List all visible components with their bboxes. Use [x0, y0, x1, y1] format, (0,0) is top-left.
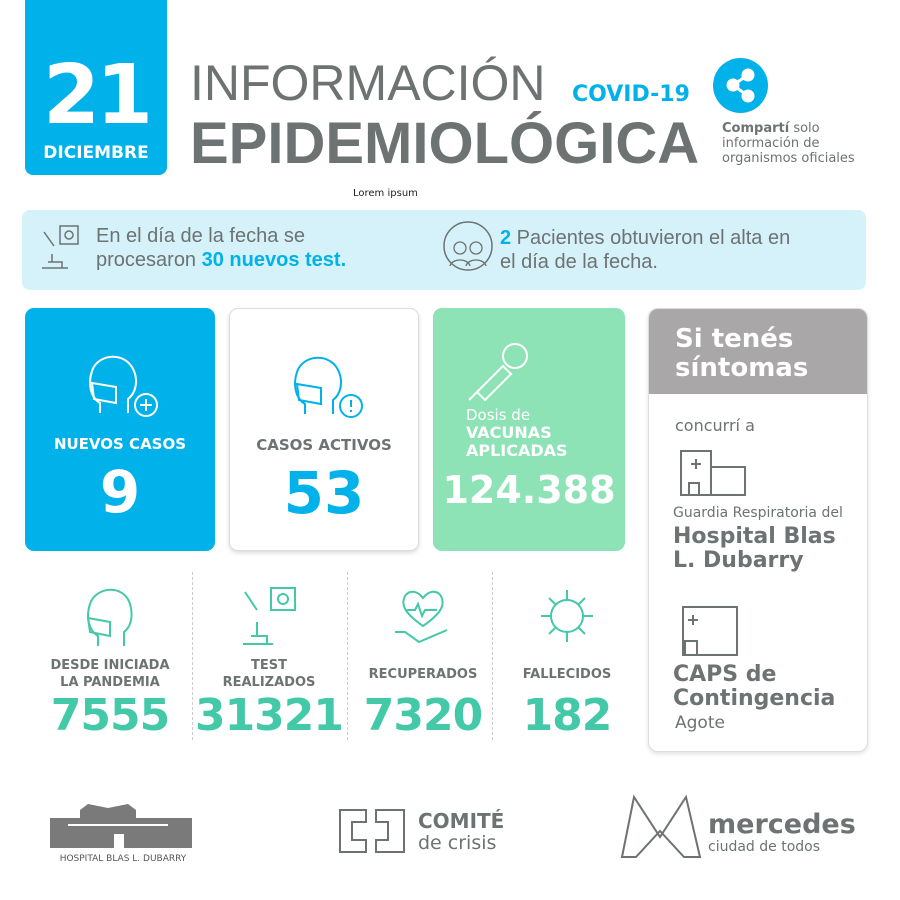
hospital-logo-icon	[50, 804, 192, 848]
place2-line3: Agote	[675, 713, 725, 733]
discharged-line1: Pacientes obtuvieron el alta en	[511, 227, 791, 249]
stat-label: LA PANDEMIA	[60, 675, 160, 690]
panel-go: concurrí a	[675, 416, 755, 435]
comite-b: de crisis	[418, 832, 497, 854]
microscope-icon	[243, 587, 296, 645]
comite-logo: COMITÉ de crisis	[336, 808, 504, 858]
card-casos-activos: CASOS ACTIVOS 53	[229, 308, 419, 551]
place2-line2: Contingencia	[673, 686, 836, 711]
title-line1: INFORMACIÓN	[190, 55, 546, 111]
card-nuevos-casos: NUEVOS CASOS 9	[25, 308, 215, 551]
heart-hand-icon	[395, 590, 448, 644]
share-note-line2: información de	[722, 136, 820, 151]
covid-tag: COVID-19	[572, 82, 690, 107]
tests-line2: procesaron	[96, 249, 202, 271]
date-day: 21	[42, 48, 153, 143]
masked-face-plus-icon	[89, 355, 158, 417]
stat-label: REALIZADOS	[222, 675, 316, 690]
discharged-line2: el día de la fecha.	[500, 251, 658, 273]
share-icon[interactable]	[713, 58, 768, 113]
card-label: NUEVOS CASOS	[53, 435, 187, 453]
card-vacunas: Dosis de VACUNAS APLICADAS 124.388	[433, 308, 625, 551]
share-note-line3: organismos oficiales	[722, 151, 855, 166]
stat-value: 31321	[194, 690, 344, 741]
panel-title-b: síntomas	[675, 353, 809, 383]
panel-title-a: Si tenés	[675, 324, 794, 354]
stat-label: RECUPERADOS	[368, 666, 478, 682]
syringe-virus-icon	[468, 343, 528, 402]
panel-header: Si tenés síntomas	[649, 309, 867, 394]
comite-logo-icon	[339, 809, 405, 853]
card-value: 53	[283, 459, 365, 527]
hospital-building-icon	[680, 450, 746, 496]
tests-highlight: 30 nuevos test.	[201, 249, 347, 271]
symptoms-panel: Si tenés síntomas concurrí a Guardia Resp…	[648, 308, 868, 752]
share-note-rest: solo	[789, 121, 820, 136]
mercedes-b: ciudad de todos	[708, 839, 821, 855]
divider	[492, 572, 493, 740]
discharged-count: 2	[500, 227, 512, 249]
summary-band: En el día de la fecha se procesaron 30 n…	[22, 210, 866, 290]
patients-icon	[443, 221, 493, 271]
date-badge: 21 DICIEMBRE	[25, 0, 167, 175]
microscope-icon	[42, 225, 79, 269]
share-note-bold: Compartí	[722, 121, 790, 136]
card-label-b: VACUNAS	[466, 423, 552, 442]
comite-a: COMITÉ	[418, 809, 505, 833]
stat-value: 7320	[363, 690, 483, 741]
card-label: CASOS ACTIVOS	[256, 436, 392, 454]
card-label-a: Dosis de	[466, 406, 531, 424]
date-month: DICIEMBRE	[43, 143, 149, 163]
divider	[192, 572, 193, 740]
lorem-text: Lorem ipsum	[353, 188, 418, 199]
stat-value: 182	[522, 690, 613, 741]
caps-building-icon	[682, 606, 738, 656]
card-value: 9	[99, 458, 141, 526]
tests-line1: En el día de la fecha se	[96, 225, 306, 247]
card-label-c: APLICADAS	[466, 441, 568, 460]
mercedes-logo-icon	[620, 794, 702, 858]
divider	[347, 572, 348, 740]
stat-label: DESDE INICIADA	[50, 658, 170, 673]
share-note: Compartí solo información de organismos …	[722, 121, 855, 166]
hospital-logo: HOSPITAL BLAS L. DUBARRY	[48, 800, 198, 864]
masked-face-alert-icon	[294, 356, 363, 418]
stat-value: 7555	[50, 690, 170, 741]
stat-label: TEST	[251, 658, 287, 673]
mercedes-logo: mercedes ciudad de todos	[620, 794, 856, 863]
place1-line3: L. Dubarry	[673, 548, 804, 573]
place2-line1: CAPS de	[673, 662, 777, 687]
virus-icon	[541, 590, 593, 642]
masked-face-icon	[86, 588, 133, 646]
title-line2: EPIDEMIOLÓGICA	[190, 111, 700, 176]
place1-line2: Hospital Blas	[673, 524, 836, 549]
card-value: 124.388	[442, 468, 616, 512]
stat-label: FALLECIDOS	[522, 666, 612, 682]
mercedes-a: mercedes	[708, 809, 856, 840]
place1-line1: Guardia Respiratoria del	[673, 505, 843, 521]
hospital-logo-text: HOSPITAL BLAS L. DUBARRY	[59, 854, 187, 864]
